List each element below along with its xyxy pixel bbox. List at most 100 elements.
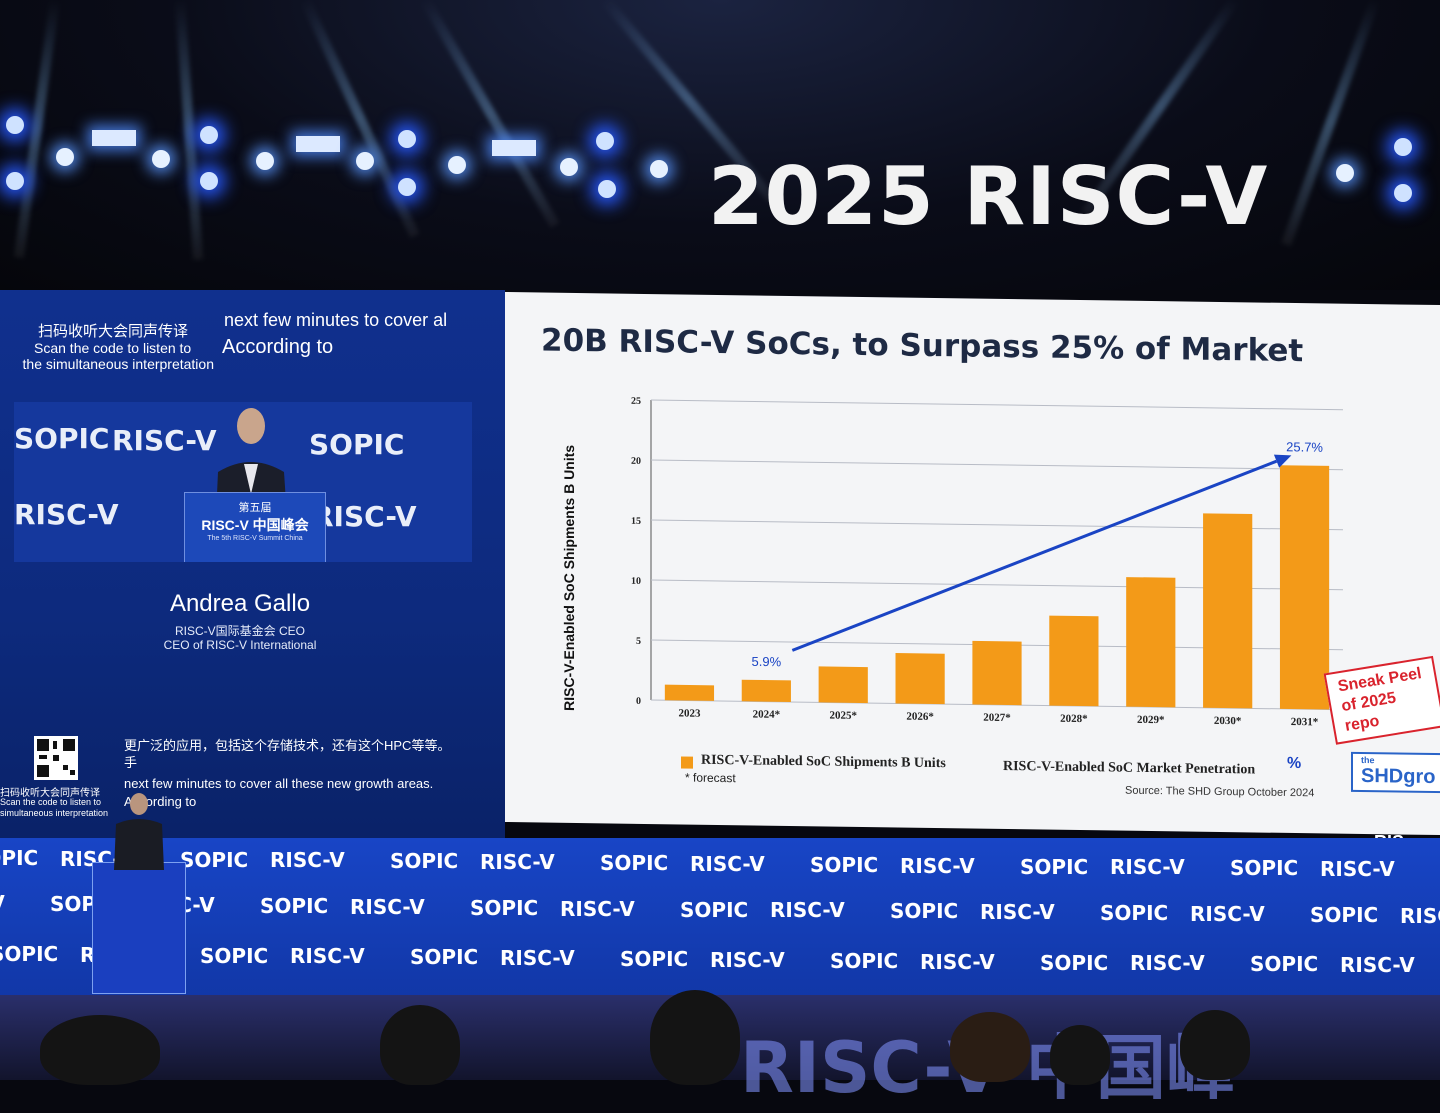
penetration-annotation: 5.9% [752, 654, 782, 669]
stage-lamp [6, 116, 24, 134]
bar-2031 [1279, 465, 1330, 710]
sopic-logo: SOPIC [410, 945, 479, 969]
penetration-unit: % [1287, 754, 1302, 773]
sopic-logo: SOPIC [890, 899, 959, 923]
riscv-logo: RISC-V [350, 895, 425, 919]
y-tick-label: 20 [631, 456, 641, 467]
sopic-logo: SOPIC [810, 853, 879, 877]
riscv-logo: RISC-V [770, 898, 845, 922]
audience-head [1050, 1025, 1110, 1085]
x-tick-label: 2030* [1214, 715, 1242, 727]
x-tick-label: 2025* [829, 710, 857, 722]
bar-2025 [818, 666, 868, 704]
light-beam [420, 0, 560, 228]
bar-2029 [1126, 577, 1176, 708]
shipments-chart: 0 5 10 15 20 25 2023 2024* 2025* 2026* 2027* 2028* 2… [631, 396, 1343, 728]
x-tick-label: 2026* [906, 711, 934, 723]
bar-2027 [972, 640, 1022, 706]
qr-hint-cn: 扫码收听大会同声传译 [0, 788, 100, 799]
light-beam [175, 0, 204, 260]
sopic-logo: SOPIC [600, 851, 669, 875]
stage-lamp [356, 152, 374, 170]
sopic-logo: SOPIC [1020, 855, 1089, 879]
stage-lamp [256, 152, 274, 170]
riscv-logo: RISC-V [112, 424, 217, 457]
stage-lamp [492, 140, 536, 156]
riscv-logo: RISC-V [1130, 951, 1205, 975]
sopic-logo: SOPIC [620, 947, 689, 971]
audience-head [380, 1005, 460, 1085]
stage-lamp [200, 172, 218, 190]
shd-group-logo: the SHDgro [1351, 751, 1440, 794]
qr-hint-en: Scan the code to listen to [0, 797, 102, 807]
bar-2023 [664, 684, 715, 701]
gridline [651, 399, 1343, 411]
stage-lamp [92, 130, 136, 146]
sopic-logo: SOPIC [1100, 901, 1169, 925]
penetration-annotation: 25.7% [1286, 439, 1323, 455]
live-caption: According to [222, 336, 334, 358]
sopic-logo: SOPIC [309, 428, 405, 461]
riscv-logo: RISC-V [480, 850, 555, 874]
riscv-logo: RISC-V [0, 891, 5, 915]
y-tick-label: 0 [636, 696, 641, 707]
riscv-logo: RISC-V [290, 944, 365, 968]
sopic-logo: SOPIC [1250, 952, 1319, 976]
x-tick-label: 2023 [678, 707, 700, 719]
riscv-logo: RISC-V [560, 897, 635, 921]
shd-logo-text: SHDgro [1361, 764, 1436, 788]
trend-arrow [791, 459, 1278, 652]
x-tick-label: 2024* [753, 708, 781, 720]
sopic-logo: SOPIC [0, 846, 39, 870]
sopic-logo: SOPIC [180, 848, 249, 872]
riscv-logo: RISC-V [900, 854, 975, 878]
riscv-logo: RISC-V [1320, 857, 1395, 881]
podium-logo: RISC-V 中国峰会 [201, 517, 309, 533]
speaker-screen: 扫码收听大会同声传译 Scan the code to listen to th… [0, 290, 505, 838]
sopic-logo: SOPIC [14, 422, 110, 455]
riscv-logo: RISC-V [690, 852, 765, 876]
riscv-logo: RISC-V [500, 946, 575, 970]
audience-head [40, 1015, 160, 1085]
y-tick-label: 15 [631, 516, 641, 527]
stage-lamp [152, 150, 170, 168]
legend-swatch-shipments [681, 756, 693, 769]
riscv-logo: RISC-V [1340, 953, 1415, 977]
stage-lamp [560, 158, 578, 176]
stage-lamp [1394, 184, 1412, 202]
riscv-logo: RISC-V [710, 948, 785, 972]
podium-subtitle: The 5th RISC-V Summit China [207, 535, 303, 542]
qr-hint-en: Scan the code to listen to [34, 340, 192, 356]
stage-lamp [1394, 138, 1412, 156]
audience-head [950, 1012, 1030, 1082]
bar-2028 [1049, 615, 1099, 707]
x-tick-label: 2029* [1137, 714, 1165, 726]
speaker-role-en: CEO of RISC-V International [163, 638, 317, 652]
sopic-logo: SOPIC [200, 944, 269, 968]
stage-lamp [398, 130, 416, 148]
riscv-logo: RISC-V [920, 950, 995, 974]
x-tick-label: 2031* [1291, 716, 1319, 728]
stage-banner: SOPIC RISC-V SOPIC RISC-V SOPIC RISC-V SOPIC RI… [0, 838, 1440, 998]
stage-lamp [1336, 164, 1354, 182]
bar-2024 [741, 679, 791, 702]
trend-arrow-head [1273, 454, 1292, 468]
live-caption-cn: 手 [124, 755, 138, 770]
x-tick-label: 2027* [983, 712, 1011, 724]
sopic-logo: SOPIC [260, 894, 329, 918]
sopic-logo: SOPIC [470, 896, 539, 920]
qr-code [34, 736, 78, 780]
bar-2026 [895, 653, 945, 705]
riscv-logo: RISC-V [1190, 902, 1265, 926]
speaker-name: Andrea Gallo [169, 590, 311, 617]
light-beam [300, 0, 420, 238]
forecast-note: * forecast [685, 770, 736, 786]
sopic-logo: SOPIC [1230, 856, 1299, 880]
sopic-logo: SOPIC [830, 949, 899, 973]
qr-hint-en: simultaneous interpretation [0, 808, 109, 818]
y-tick-label: 5 [636, 636, 641, 647]
stage-lamp [200, 126, 218, 144]
podium: 第五届 RISC-V 中国峰会 The 5th RISC-V Summit Ch… [184, 492, 326, 562]
live-caption-en: next few minutes to cover all these new … [124, 776, 434, 791]
legend-shipments: RISC-V-Enabled SoC Shipments B Units [701, 752, 946, 772]
